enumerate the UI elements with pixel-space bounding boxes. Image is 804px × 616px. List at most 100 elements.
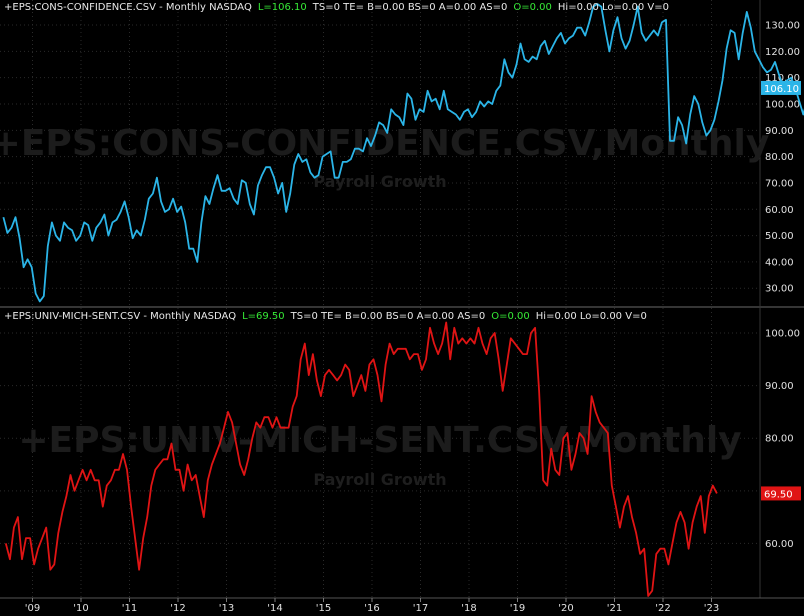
- data-point: [742, 32, 743, 33]
- data-point: [144, 219, 145, 220]
- data-point: [585, 35, 586, 36]
- data-point: [151, 485, 152, 486]
- header-segment: TS=0 TE= B=0.00 BS=0 A=0.00 AS=0: [290, 311, 486, 322]
- data-point: [213, 188, 214, 189]
- data-point: [379, 122, 380, 123]
- data-point: [603, 427, 604, 428]
- data-point: [613, 30, 614, 31]
- x-tick-label: '14: [267, 603, 282, 614]
- data-point: [5, 543, 6, 544]
- data-point: [522, 353, 523, 354]
- data-point: [381, 401, 382, 402]
- data-point: [605, 30, 606, 31]
- data-point: [219, 443, 220, 444]
- data-point: [694, 96, 695, 97]
- data-point: [9, 559, 10, 560]
- data-point: [534, 327, 535, 328]
- data-point: [241, 180, 242, 181]
- data-point: [353, 396, 354, 397]
- data-point: [98, 480, 99, 481]
- data-point: [722, 80, 723, 81]
- data-point: [140, 235, 141, 236]
- data-point: [108, 235, 109, 236]
- data-point: [39, 301, 40, 302]
- data-point: [172, 198, 173, 199]
- data-point: [429, 327, 430, 328]
- data-point: [284, 427, 285, 428]
- data-point: [611, 485, 612, 486]
- data-point: [209, 203, 210, 204]
- y-tick-label: 90.00: [765, 126, 794, 137]
- y-tick-label: 70.00: [765, 178, 794, 189]
- data-point: [568, 38, 569, 39]
- data-point: [296, 396, 297, 397]
- data-point: [215, 453, 216, 454]
- data-point: [591, 396, 592, 397]
- data-point: [273, 177, 274, 178]
- data-point: [370, 146, 371, 147]
- data-point: [181, 206, 182, 207]
- data-point: [682, 124, 683, 125]
- data-point: [3, 217, 4, 218]
- data-point: [407, 93, 408, 94]
- x-tick-label: '09: [25, 603, 40, 614]
- data-point: [316, 380, 317, 381]
- data-point: [633, 24, 634, 25]
- data-point: [665, 19, 666, 20]
- data-point: [199, 495, 200, 496]
- data-point: [288, 427, 289, 428]
- data-point: [362, 151, 363, 152]
- data-point: [766, 72, 767, 73]
- y-tick-label: 120.00: [765, 47, 800, 58]
- data-point: [500, 85, 501, 86]
- data-point: [787, 80, 788, 81]
- data-point: [354, 148, 355, 149]
- data-point: [167, 459, 168, 460]
- data-point: [286, 211, 287, 212]
- data-point: [619, 527, 620, 528]
- data-point: [536, 59, 537, 60]
- data-point: [272, 427, 273, 428]
- data-point: [67, 227, 68, 228]
- data-point: [116, 219, 117, 220]
- data-point: [338, 177, 339, 178]
- data-point: [778, 74, 779, 75]
- watermark-title: +EPS:UNIV-MICH-SENT.CSV,Monthly: [18, 420, 741, 461]
- data-point: [770, 69, 771, 70]
- series-line: [4, 321, 718, 597]
- data-point: [438, 353, 439, 354]
- data-point: [66, 495, 67, 496]
- data-point: [21, 559, 22, 560]
- data-point: [393, 353, 394, 354]
- data-point: [560, 32, 561, 33]
- data-point: [74, 490, 75, 491]
- data-point: [664, 548, 665, 549]
- data-point: [320, 396, 321, 397]
- data-point: [409, 359, 410, 360]
- data-point: [576, 27, 577, 28]
- data-point: [35, 293, 36, 294]
- data-point: [80, 235, 81, 236]
- data-point: [492, 103, 493, 104]
- data-point: [494, 332, 495, 333]
- data-point: [318, 174, 319, 175]
- data-point: [54, 564, 55, 565]
- data-point: [563, 438, 564, 439]
- data-point: [104, 214, 105, 215]
- data-point: [341, 375, 342, 376]
- data-point: [139, 569, 140, 570]
- data-point: [326, 153, 327, 154]
- y-tick-label: 110.00: [765, 73, 800, 84]
- data-point: [135, 538, 136, 539]
- data-point: [411, 98, 412, 99]
- data-point: [791, 77, 792, 78]
- data-point: [455, 114, 456, 115]
- data-point: [425, 359, 426, 360]
- data-point: [547, 485, 548, 486]
- data-point: [59, 240, 60, 241]
- y-tick-label: 50.00: [765, 231, 794, 242]
- data-point: [433, 343, 434, 344]
- data-point: [471, 117, 472, 118]
- data-point: [294, 164, 295, 165]
- data-point: [482, 343, 483, 344]
